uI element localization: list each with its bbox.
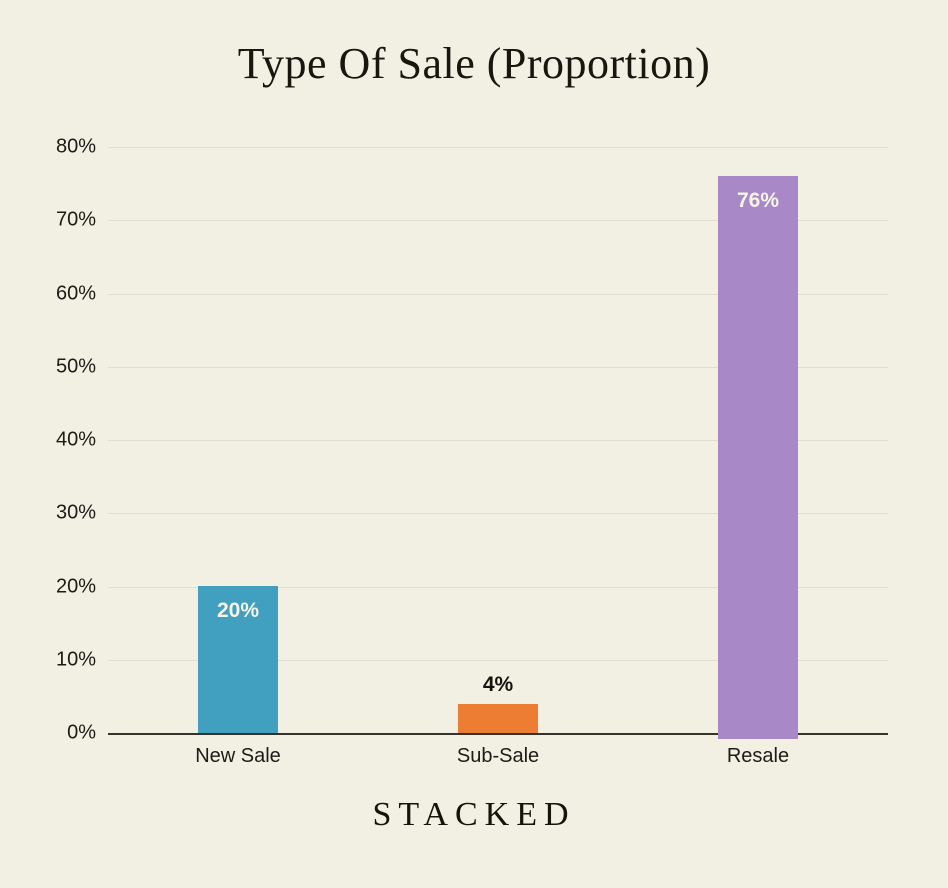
bar-new-sale: 20% — [198, 586, 278, 733]
x-tick-label-resale: Resale — [726, 745, 790, 767]
y-tick-label-80: 80% — [55, 135, 96, 158]
bar-value-label-sub-sale: 4% — [482, 673, 514, 696]
plot-area: 0% 10% 20% 30% 40% 50% 60% 70% 80% 20% New Sale 4% S… — [56, 136, 888, 767]
gridline-50 — [108, 366, 888, 368]
y-tick-label-60: 60% — [55, 282, 96, 304]
gridline-60 — [108, 293, 888, 295]
bar-value-label-resale: 76% — [736, 189, 780, 212]
bar-sub-sale: 4% — [458, 673, 538, 733]
y-tick-label-10: 10% — [55, 648, 96, 671]
y-tick-label-0: 0% — [67, 721, 96, 744]
x-tick-label-sub-sale: Sub-Sale — [456, 745, 540, 767]
gridline-70 — [108, 220, 888, 222]
y-tick-label-30: 30% — [55, 501, 96, 524]
chart-title: Type Of Sale (Proportion) — [237, 39, 711, 88]
gridline-40 — [108, 440, 888, 441]
bar-resale: 76% — [718, 176, 798, 739]
brand-wordmark: STACKED — [372, 796, 576, 833]
x-axis-line — [108, 733, 888, 735]
gridline-30 — [108, 513, 888, 515]
gridline-20 — [108, 586, 888, 588]
gridline-10 — [108, 659, 888, 661]
y-tick-label-70: 70% — [55, 208, 96, 231]
bar-value-label-new-sale: 20% — [216, 599, 260, 622]
x-tick-label-new-sale: New Sale — [195, 745, 281, 767]
y-tick-label-40: 40% — [55, 428, 96, 451]
y-tick-label-50: 50% — [55, 355, 96, 378]
y-tick-label-20: 20% — [55, 575, 96, 597]
gridline-80 — [108, 147, 888, 148]
